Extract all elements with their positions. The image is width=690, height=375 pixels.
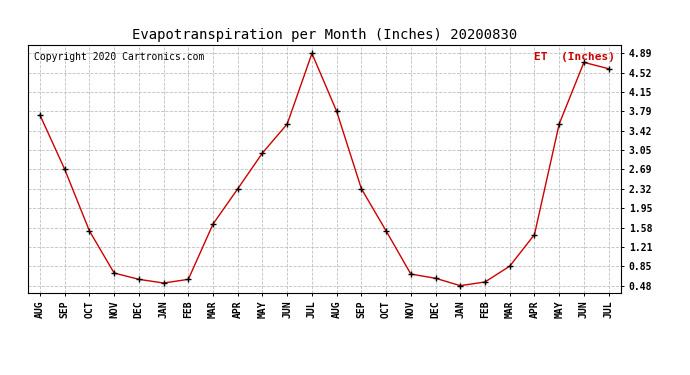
Title: Evapotranspiration per Month (Inches) 20200830: Evapotranspiration per Month (Inches) 20… <box>132 28 517 42</box>
Text: ET  (Inches): ET (Inches) <box>534 53 615 62</box>
Text: Copyright 2020 Cartronics.com: Copyright 2020 Cartronics.com <box>34 53 204 62</box>
